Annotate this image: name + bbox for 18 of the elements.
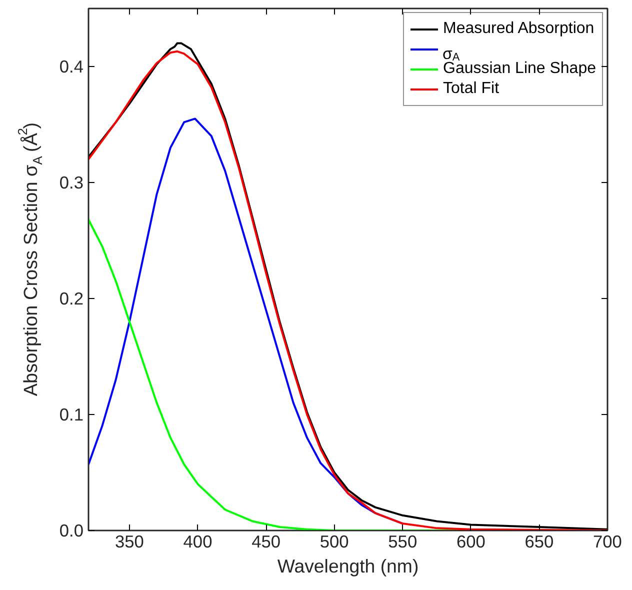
y-tick-label: 0.0: [59, 520, 84, 540]
y-tick-label: 0.3: [59, 172, 84, 192]
x-tick-label: 500: [320, 532, 349, 552]
x-tick-label: 550: [388, 532, 418, 552]
x-tick-label: 400: [183, 532, 212, 552]
y-tick-label: 0.2: [59, 288, 84, 308]
legend-label: Measured Absorption: [443, 19, 594, 39]
x-tick-label: 700: [593, 532, 622, 552]
x-tick-label: 600: [456, 532, 486, 552]
x-tick-label: 350: [115, 532, 144, 552]
y-tick-label: 0.4: [59, 56, 84, 76]
y-axis-title: Absorption Cross Section σA (Å2): [15, 122, 45, 396]
legend-label: Gaussian Line Shape: [443, 60, 596, 79]
x-tick-label: 650: [524, 532, 554, 552]
x-axis-title: Wavelength (nm): [277, 556, 419, 576]
y-tick-label: 0.1: [59, 404, 84, 424]
x-tick-label: 450: [252, 532, 281, 552]
legend-label: Total Fit: [443, 79, 500, 99]
